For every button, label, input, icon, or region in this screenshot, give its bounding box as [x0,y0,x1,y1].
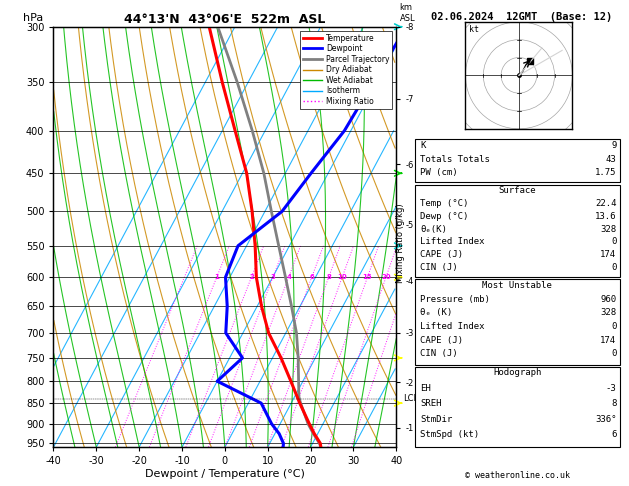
Text: 15: 15 [363,274,372,280]
Text: CAPE (J): CAPE (J) [420,250,463,259]
Text: 960: 960 [600,295,616,304]
Text: 3: 3 [270,274,276,280]
Text: 8: 8 [326,274,331,280]
Text: 13.6: 13.6 [595,212,616,221]
Text: 6: 6 [611,430,616,439]
Text: 4: 4 [286,274,291,280]
Text: 174: 174 [600,250,616,259]
Text: SREH: SREH [420,399,442,408]
Title: 44°13'N  43°06'E  522m  ASL: 44°13'N 43°06'E 522m ASL [124,13,326,26]
Text: CIN (J): CIN (J) [420,263,458,272]
Text: Dewp (°C): Dewp (°C) [420,212,469,221]
Text: km
ASL: km ASL [399,3,415,22]
Text: 328: 328 [600,308,616,317]
Text: 336°: 336° [595,415,616,424]
X-axis label: Dewpoint / Temperature (°C): Dewpoint / Temperature (°C) [145,469,305,479]
Text: θₑ(K): θₑ(K) [420,225,447,234]
Text: 9: 9 [611,141,616,150]
Text: 0: 0 [611,349,616,359]
Text: © weatheronline.co.uk: © weatheronline.co.uk [465,471,569,480]
Text: 6: 6 [309,274,314,280]
Text: 10: 10 [337,274,347,280]
Text: 0: 0 [611,263,616,272]
Text: Hodograph: Hodograph [493,368,542,378]
Text: Temp (°C): Temp (°C) [420,199,469,208]
Text: 43: 43 [606,155,616,164]
Text: Totals Totals: Totals Totals [420,155,490,164]
Text: -3: -3 [606,384,616,393]
Text: 8: 8 [611,399,616,408]
Text: 2: 2 [249,274,253,280]
Text: PW (cm): PW (cm) [420,168,458,177]
Text: K: K [420,141,426,150]
Text: Surface: Surface [499,186,536,195]
Text: Mixing Ratio (g/kg): Mixing Ratio (g/kg) [396,203,405,283]
Text: Pressure (mb): Pressure (mb) [420,295,490,304]
Text: 20: 20 [381,274,391,280]
Text: hPa: hPa [23,13,43,22]
Text: 174: 174 [600,336,616,345]
Text: 0: 0 [611,322,616,331]
Text: LCL: LCL [403,394,418,403]
Text: StmSpd (kt): StmSpd (kt) [420,430,479,439]
Text: 22.4: 22.4 [595,199,616,208]
Text: kt: kt [469,25,479,34]
Text: θₑ (K): θₑ (K) [420,308,452,317]
Legend: Temperature, Dewpoint, Parcel Trajectory, Dry Adiabat, Wet Adiabat, Isotherm, Mi: Temperature, Dewpoint, Parcel Trajectory… [300,31,392,109]
Text: CIN (J): CIN (J) [420,349,458,359]
Text: 02.06.2024  12GMT  (Base: 12): 02.06.2024 12GMT (Base: 12) [431,12,613,22]
Text: Most Unstable: Most Unstable [482,281,552,290]
Text: Lifted Index: Lifted Index [420,322,485,331]
Text: EH: EH [420,384,431,393]
Text: 0: 0 [611,238,616,246]
Text: 1: 1 [214,274,219,280]
Text: CAPE (J): CAPE (J) [420,336,463,345]
Text: 1.75: 1.75 [595,168,616,177]
Text: 328: 328 [600,225,616,234]
Text: StmDir: StmDir [420,415,452,424]
Text: Lifted Index: Lifted Index [420,238,485,246]
